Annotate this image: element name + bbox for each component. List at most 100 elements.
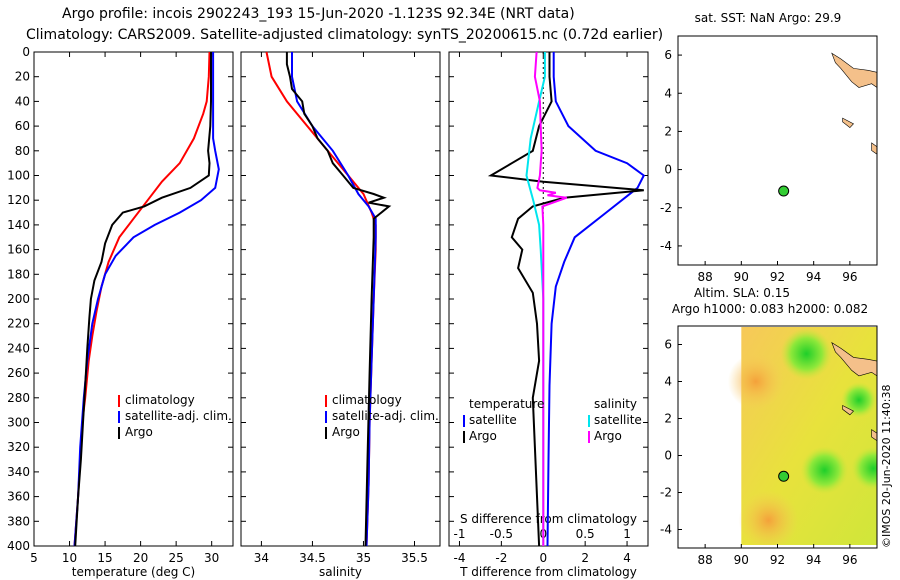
legend-label: climatology [332,393,402,407]
series-group [73,51,220,547]
y-tick-label: 280 [7,391,30,405]
legend-label: satellite-adj. clim. [125,409,232,423]
map-y-tick-label: 2 [664,124,672,138]
top-axis-tick-label: 1 [623,527,631,541]
sla-blob [727,353,784,410]
map-y-tick-label: -2 [660,486,672,500]
sla-blob [800,446,849,495]
top-axis-tick-label: -1 [453,527,465,541]
y-tick-label: 300 [7,416,30,430]
land-simeulue [842,117,854,129]
profile-panel-1: 5 10 15 20 25 3002040608010012014016018020022… [7,45,234,579]
x-tick-label: 10 [62,551,77,565]
map-y-tick-label: -4 [660,239,672,253]
sla-blob [851,446,877,491]
x-tick-label: -2 [495,551,507,565]
legend-label: climatology [125,393,195,407]
series-line-argo [285,52,392,547]
map-y-tick-label: -2 [660,201,672,215]
map-content [727,327,877,545]
y-tick-label: 260 [7,366,30,380]
profile-panel-3: -4 -2 0 2 4T difference from climatology -1 -0… [448,51,649,579]
y-tick-label: 0 [22,45,30,59]
legend-label: satellite-adj. clim. [332,409,439,423]
y-tick-label: 120 [7,193,30,207]
map-x-tick-label: 88 [697,270,712,284]
x-tick-label: 25 [169,551,184,565]
legend-label: satellite [594,413,642,427]
map-y-tick-label: 4 [664,375,672,389]
y-tick-label: 240 [7,341,30,355]
y-tick-label: 80 [15,144,30,158]
plot-frame [33,51,234,547]
y-tick-label: 360 [7,490,30,504]
map2-subtitle: Argo h1000: 0.083 h2000: 0.082 [672,302,868,316]
series-line-temperature-argo [487,52,644,547]
y-tick-label: 160 [7,243,30,257]
x-tick-label: 30 [204,551,219,565]
y-tick-label: 60 [15,119,30,133]
map-y-tick-label: 4 [664,86,672,100]
series-line-salinity-argo [533,51,568,546]
top-axis-tick-label: -0.5 [490,527,513,541]
title-line-2: Climatology: CARS2009. Satellite-adjuste… [26,27,664,43]
land-sumatra [831,52,877,88]
map-panel-2: 88 90 92 94 96 -4 -2 0 2 4 6 Altim. SLA: 0.15 Argo h… [660,286,878,567]
y-tick-label: 180 [7,267,30,281]
series-line-satellite-adj-clim- [291,52,377,547]
y-tick-label: 20 [15,70,30,84]
title-line-1: Argo profile: incois 2902243_193 15-Jun-… [62,6,575,22]
x-tick-label: 15 [97,551,112,565]
x-tick-label: 0 [539,551,547,565]
map2-title: Altim. SLA: 0.15 [694,286,790,300]
land-nias [871,429,877,442]
y-tick-label: 220 [7,317,30,331]
series-line-argo [74,52,212,547]
x-tick-label: -4 [453,551,465,565]
argo-position-marker [778,185,790,197]
map-y-tick-label: -4 [660,523,672,537]
map-content [831,52,877,155]
y-tick-label: 320 [7,440,30,454]
plot-frame [240,51,441,547]
map-x-tick-label: 88 [697,553,712,567]
series-line-temperature-satellite [546,52,646,547]
y-tick-label: 340 [7,465,30,479]
x-axis-label: temperature (deg C) [72,565,195,579]
sla-blob [840,382,877,418]
legend-label: Argo [125,425,153,439]
y-tick-label: 400 [7,539,30,553]
legend-label: Argo [469,429,497,443]
map-panel-1: 88 90 92 94 96 -4 -2 0 2 4 6 sat. SST: NaN Argo: 29… [660,11,878,284]
x-tick-label: 34 [254,551,269,565]
map-y-tick-label: 0 [664,163,672,177]
land-nias [871,142,877,155]
y-tick-label: 40 [15,94,30,108]
y-tick-label: 380 [7,514,30,528]
map1-title: sat. SST: NaN Argo: 29.9 [695,11,842,25]
x-tick-label: 34.5 [299,551,326,565]
map-x-tick-label: 94 [806,270,821,284]
x-axis-label: salinity [319,565,362,579]
map-y-tick-label: 0 [664,449,672,463]
legend-label: Argo [332,425,360,439]
y-tick-label: 100 [7,169,30,183]
top-axis-tick-label: 0.5 [576,527,595,541]
map-x-tick-label: 96 [842,553,857,567]
sla-blob [738,490,799,545]
legend-label: Argo [594,429,622,443]
x-tick-label: 2 [581,551,589,565]
map-y-tick-label: 6 [664,48,672,62]
map-x-tick-label: 90 [734,553,749,567]
legend-label: satellite [469,413,517,427]
map-x-tick-label: 92 [770,270,785,284]
y-tick-label: 200 [7,292,30,306]
map-x-tick-label: 96 [842,270,857,284]
map-x-tick-label: 92 [770,553,785,567]
x-tick-label: 20 [133,551,148,565]
y-tick-label: 140 [7,218,30,232]
sla-blob [780,327,833,380]
land-sumatra [831,341,877,377]
legend-heading-temperature: temperature [469,397,544,411]
